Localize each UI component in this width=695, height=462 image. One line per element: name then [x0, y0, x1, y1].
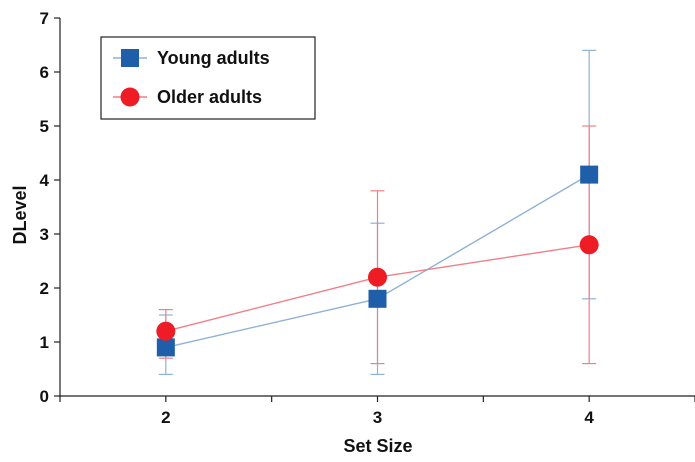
legend-label: Young adults — [157, 48, 270, 68]
legend-label: Older adults — [157, 87, 262, 107]
y-tick-label: 3 — [40, 225, 49, 244]
y-tick-label: 0 — [40, 387, 49, 406]
y-tick-label: 1 — [40, 333, 49, 352]
data-point-circle — [368, 267, 387, 287]
data-point-square — [368, 289, 387, 308]
y-tick-label: 5 — [40, 117, 49, 136]
y-axis-title: DLevel — [10, 185, 30, 244]
x-tick-label: 3 — [373, 408, 382, 427]
x-axis-title: Set Size — [343, 436, 412, 456]
series-layer — [156, 49, 599, 375]
y-tick-label: 6 — [40, 63, 49, 82]
data-point-circle — [579, 235, 599, 255]
data-point-circle — [156, 321, 176, 341]
error-bars-1 — [158, 125, 597, 365]
data-point-square — [156, 338, 175, 357]
x-tick-label: 4 — [584, 408, 594, 427]
y-tick-label: 4 — [40, 171, 50, 190]
x-tick-label: 2 — [161, 408, 170, 427]
y-tick-label: 7 — [40, 9, 49, 28]
legend-marker-circle — [120, 87, 140, 107]
data-point-square — [580, 165, 599, 184]
legend: Young adults Older adults — [100, 36, 316, 120]
chart-axes: 0 1 2 3 4 5 6 7 2 3 4 — [40, 9, 695, 427]
y-tick-label: 2 — [40, 279, 49, 298]
legend-marker-square — [121, 49, 139, 67]
